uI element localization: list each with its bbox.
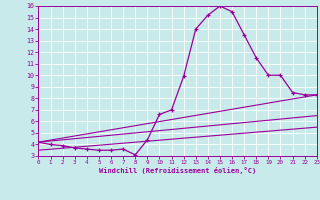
X-axis label: Windchill (Refroidissement éolien,°C): Windchill (Refroidissement éolien,°C) [99,167,256,174]
